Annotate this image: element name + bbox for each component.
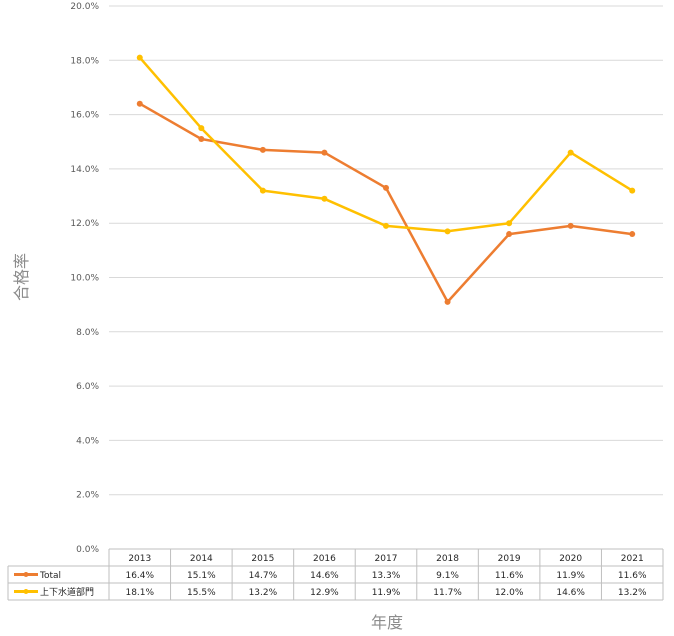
data-label: 12.0%: [495, 588, 524, 598]
data-point: [136, 54, 143, 61]
data-label: 11.7%: [433, 588, 462, 598]
data-label: 18.1%: [125, 588, 154, 598]
data-label: 16.4%: [125, 571, 154, 581]
data-point: [629, 187, 636, 194]
x-tick-label: 2019: [498, 554, 521, 564]
data-label: 11.9%: [372, 588, 401, 598]
y-axis-title: 合格率: [12, 253, 31, 301]
data-point: [198, 136, 205, 143]
y-tick-label: 20.0%: [70, 2, 99, 12]
data-label: 13.2%: [618, 588, 647, 598]
data-point: [383, 222, 389, 229]
y-tick-label: 10.0%: [70, 274, 99, 284]
x-tick-label: 2021: [621, 554, 644, 564]
y-tick-label: 2.0%: [76, 491, 99, 501]
data-label: 13.3%: [372, 571, 401, 581]
series-line: [138, 56, 633, 233]
data-point: [259, 146, 266, 153]
y-tick-label: 16.0%: [70, 111, 99, 121]
x-tick-label: 2020: [559, 554, 582, 564]
data-label: 9.1%: [436, 571, 459, 581]
gridlines: [109, 5, 663, 496]
data-point: [506, 231, 513, 238]
legend-label: 上下水道部門: [40, 586, 94, 598]
legend-key-marker: [23, 589, 29, 594]
y-tick-label: 8.0%: [76, 328, 99, 338]
y-tick-label: 12.0%: [70, 219, 99, 229]
y-tick-label: 4.0%: [76, 436, 99, 446]
x-tick-label: 2016: [313, 554, 336, 564]
series-lines: [136, 54, 636, 305]
data-label: 13.2%: [249, 588, 278, 598]
series-line: [139, 102, 633, 304]
x-tick-label: 2015: [251, 554, 274, 564]
data-label: 15.5%: [187, 588, 216, 598]
data-point: [198, 125, 205, 132]
y-axis-ticks: 0.0% 2.0% 4.0% 6.0% 8.0% 10.0% 12.0% 14.0% 16.0%…: [70, 2, 99, 555]
data-point: [444, 228, 451, 235]
data-point: [321, 195, 328, 202]
data-point: [567, 222, 574, 229]
data-point: [136, 100, 143, 107]
data-point: [567, 149, 574, 156]
data-label: 12.9%: [310, 588, 339, 598]
x-tick-label: 2013: [128, 554, 151, 564]
legend-label: Total: [39, 571, 61, 581]
y-tick-label: 0.0%: [76, 545, 99, 555]
data-point: [629, 231, 636, 238]
data-table: 2013 2014 2015 2016 2017 2018 2019 2020 2021 Tota…: [7, 548, 664, 601]
data-point: [383, 184, 389, 191]
legend-key-marker: [23, 572, 29, 577]
y-tick-label: 14.0%: [70, 165, 99, 175]
x-tick-label: 2014: [190, 554, 213, 564]
data-label: 11.9%: [556, 571, 585, 581]
data-point: [259, 187, 266, 194]
data-label: 14.6%: [556, 588, 585, 598]
x-tick-label: 2017: [375, 554, 398, 564]
data-label: 11.6%: [618, 571, 647, 581]
data-label: 14.7%: [249, 571, 278, 581]
data-label: 14.6%: [310, 571, 339, 581]
y-tick-label: 6.0%: [76, 382, 99, 392]
data-point: [321, 149, 328, 156]
y-tick-label: 18.0%: [70, 56, 99, 66]
data-label: 11.6%: [495, 571, 524, 581]
x-axis-title: 年度: [371, 613, 403, 632]
data-point: [506, 220, 513, 227]
data-label: 15.1%: [187, 571, 216, 581]
x-tick-label: 2018: [436, 554, 459, 564]
data-point: [444, 298, 451, 305]
